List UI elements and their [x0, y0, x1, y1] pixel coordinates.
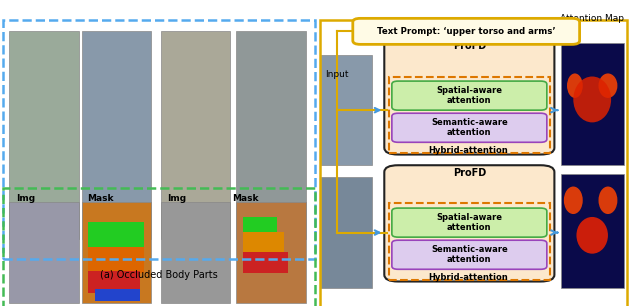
FancyBboxPatch shape: [9, 202, 79, 303]
Ellipse shape: [573, 76, 611, 122]
Text: Text Prompt: ‘upper torso and arms’: Text Prompt: ‘upper torso and arms’: [377, 27, 556, 36]
FancyBboxPatch shape: [561, 174, 624, 288]
Text: Img: Img: [167, 194, 186, 203]
Text: Hybrid-attention: Hybrid-attention: [428, 146, 508, 155]
Text: Semantic-aware
attention: Semantic-aware attention: [431, 245, 508, 264]
FancyBboxPatch shape: [384, 38, 554, 155]
FancyBboxPatch shape: [161, 202, 230, 303]
Text: Input: Input: [325, 70, 349, 80]
Text: Img: Img: [16, 194, 35, 203]
FancyBboxPatch shape: [236, 202, 306, 303]
FancyBboxPatch shape: [321, 55, 372, 165]
Ellipse shape: [598, 73, 617, 98]
Bar: [88, 271, 140, 293]
Text: ProFD: ProFD: [453, 168, 486, 178]
FancyBboxPatch shape: [9, 31, 79, 239]
Text: Spatial-aware
attention: Spatial-aware attention: [437, 86, 502, 105]
FancyBboxPatch shape: [384, 165, 554, 282]
FancyBboxPatch shape: [236, 31, 306, 239]
Bar: [94, 289, 140, 301]
Text: Semantic-aware
attention: Semantic-aware attention: [431, 118, 508, 137]
FancyBboxPatch shape: [392, 113, 547, 142]
FancyBboxPatch shape: [321, 177, 372, 288]
Text: Mask: Mask: [88, 194, 114, 203]
Ellipse shape: [576, 217, 608, 254]
Text: ProFD: ProFD: [453, 41, 486, 51]
FancyBboxPatch shape: [561, 43, 624, 165]
Bar: [88, 222, 144, 247]
Text: Hybrid-attention: Hybrid-attention: [428, 273, 508, 282]
FancyBboxPatch shape: [353, 18, 580, 44]
Bar: [243, 217, 277, 232]
FancyBboxPatch shape: [392, 240, 547, 269]
Bar: [88, 247, 144, 273]
Text: Attention Map: Attention Map: [560, 14, 624, 23]
FancyBboxPatch shape: [392, 208, 547, 237]
FancyBboxPatch shape: [161, 31, 230, 239]
Bar: [243, 232, 284, 252]
Ellipse shape: [598, 186, 617, 214]
FancyBboxPatch shape: [82, 31, 151, 239]
Ellipse shape: [567, 73, 583, 98]
Bar: [243, 252, 287, 273]
Text: (a) Occluded Body Parts: (a) Occluded Body Parts: [100, 271, 218, 280]
Ellipse shape: [564, 186, 583, 214]
Text: Spatial-aware
attention: Spatial-aware attention: [437, 213, 502, 232]
Text: Mask: Mask: [232, 194, 259, 203]
FancyBboxPatch shape: [392, 81, 547, 110]
FancyBboxPatch shape: [82, 202, 151, 303]
